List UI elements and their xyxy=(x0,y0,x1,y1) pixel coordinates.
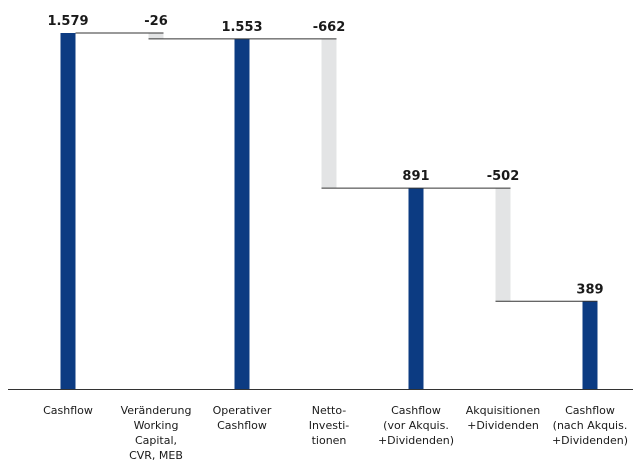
value-label: -26 xyxy=(144,14,168,29)
category-label: Akquisitionen +Dividenden xyxy=(466,404,541,432)
category-label: Operativer Cashflow xyxy=(213,404,272,432)
value-label: 1.579 xyxy=(47,14,88,29)
bar-total xyxy=(60,33,76,389)
bar-delta xyxy=(495,188,511,302)
bar-delta xyxy=(148,33,164,39)
bar-total xyxy=(582,301,598,389)
value-label: 891 xyxy=(402,169,429,184)
category-label: Cashflow (vor Akquis. +Dividenden) xyxy=(378,404,454,447)
category-label: Veränderung Working Capital, CVR, MEB xyxy=(121,404,192,462)
value-label: -502 xyxy=(487,169,520,184)
bar-total xyxy=(408,188,424,389)
bar-delta xyxy=(321,38,337,189)
category-label: Cashflow (nach Akquis. +Dividenden) xyxy=(552,404,628,447)
value-label: -662 xyxy=(313,20,346,35)
value-label: 389 xyxy=(576,282,603,297)
category-label: Netto-Investi-tionen xyxy=(309,404,350,447)
bar-total xyxy=(234,38,250,389)
value-label: 1.553 xyxy=(221,20,262,35)
category-label: Cashflow xyxy=(43,404,93,417)
